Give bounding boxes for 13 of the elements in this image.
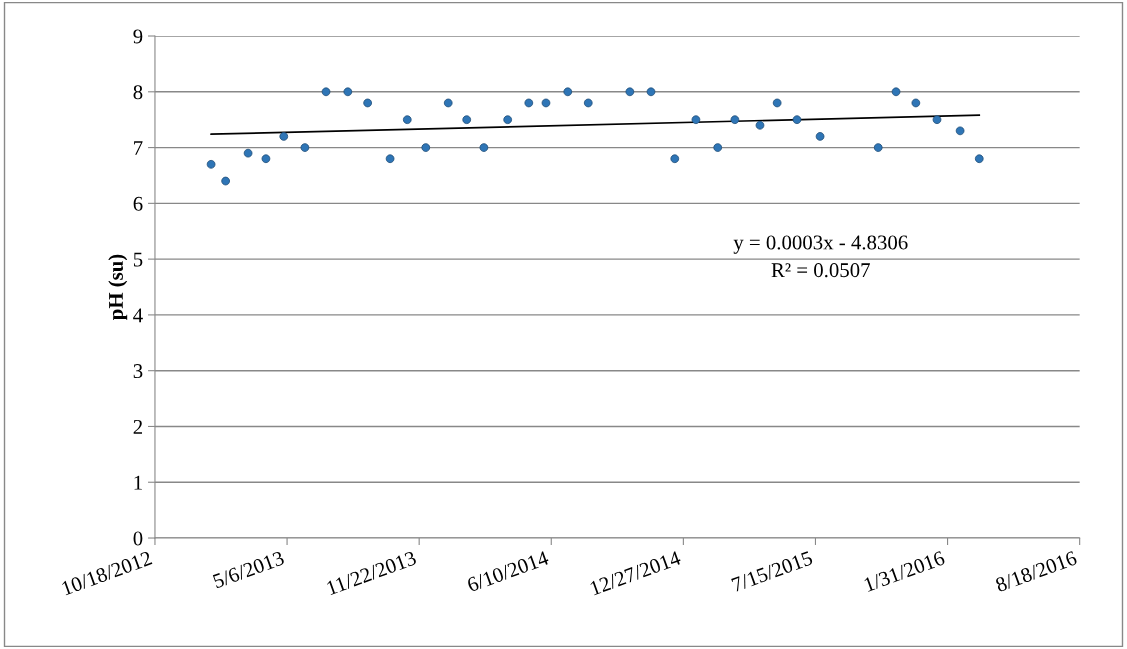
annotation: R² = 0.0507 (771, 263, 870, 278)
y-tick-label: 3 (133, 364, 143, 379)
y-tick-label: 2 (133, 419, 143, 434)
y-axis-title: pH (su) (108, 254, 128, 321)
y-tick-label: 9 (133, 29, 143, 44)
y-tick-label: 5 (133, 252, 143, 267)
y-tick-label: 1 (134, 475, 142, 490)
y-tick-label: 7 (134, 141, 143, 155)
y-tick-label: 8 (133, 85, 143, 100)
y-tick-label: 0 (133, 531, 143, 546)
y-tick-label: 4 (133, 308, 143, 323)
y-tick-label: 6 (133, 196, 143, 211)
annotation: y = 0.0003x - 4.8306 (733, 235, 908, 254)
